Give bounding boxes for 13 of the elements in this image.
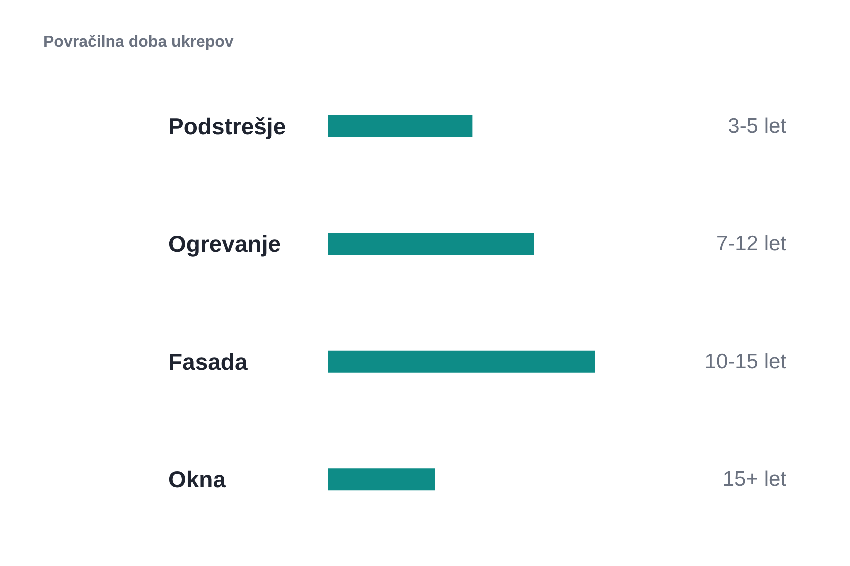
y-tick-label: Fasada	[168, 348, 248, 375]
text: 3-5 let	[728, 115, 787, 138]
bar	[328, 468, 436, 491]
text: Povračilna doba ukrepov	[44, 34, 234, 51]
text: 10-15 let	[704, 350, 787, 374]
y-tick-label: Okna	[168, 466, 226, 493]
y-tick-label: Podstrešje	[168, 114, 286, 140]
bar	[328, 233, 534, 256]
text: 7-12 let	[716, 232, 787, 256]
bar	[328, 350, 596, 373]
y-tick-label: Ogrevanje	[168, 231, 281, 258]
text: 15+ let	[722, 468, 787, 492]
bar	[328, 116, 473, 138]
